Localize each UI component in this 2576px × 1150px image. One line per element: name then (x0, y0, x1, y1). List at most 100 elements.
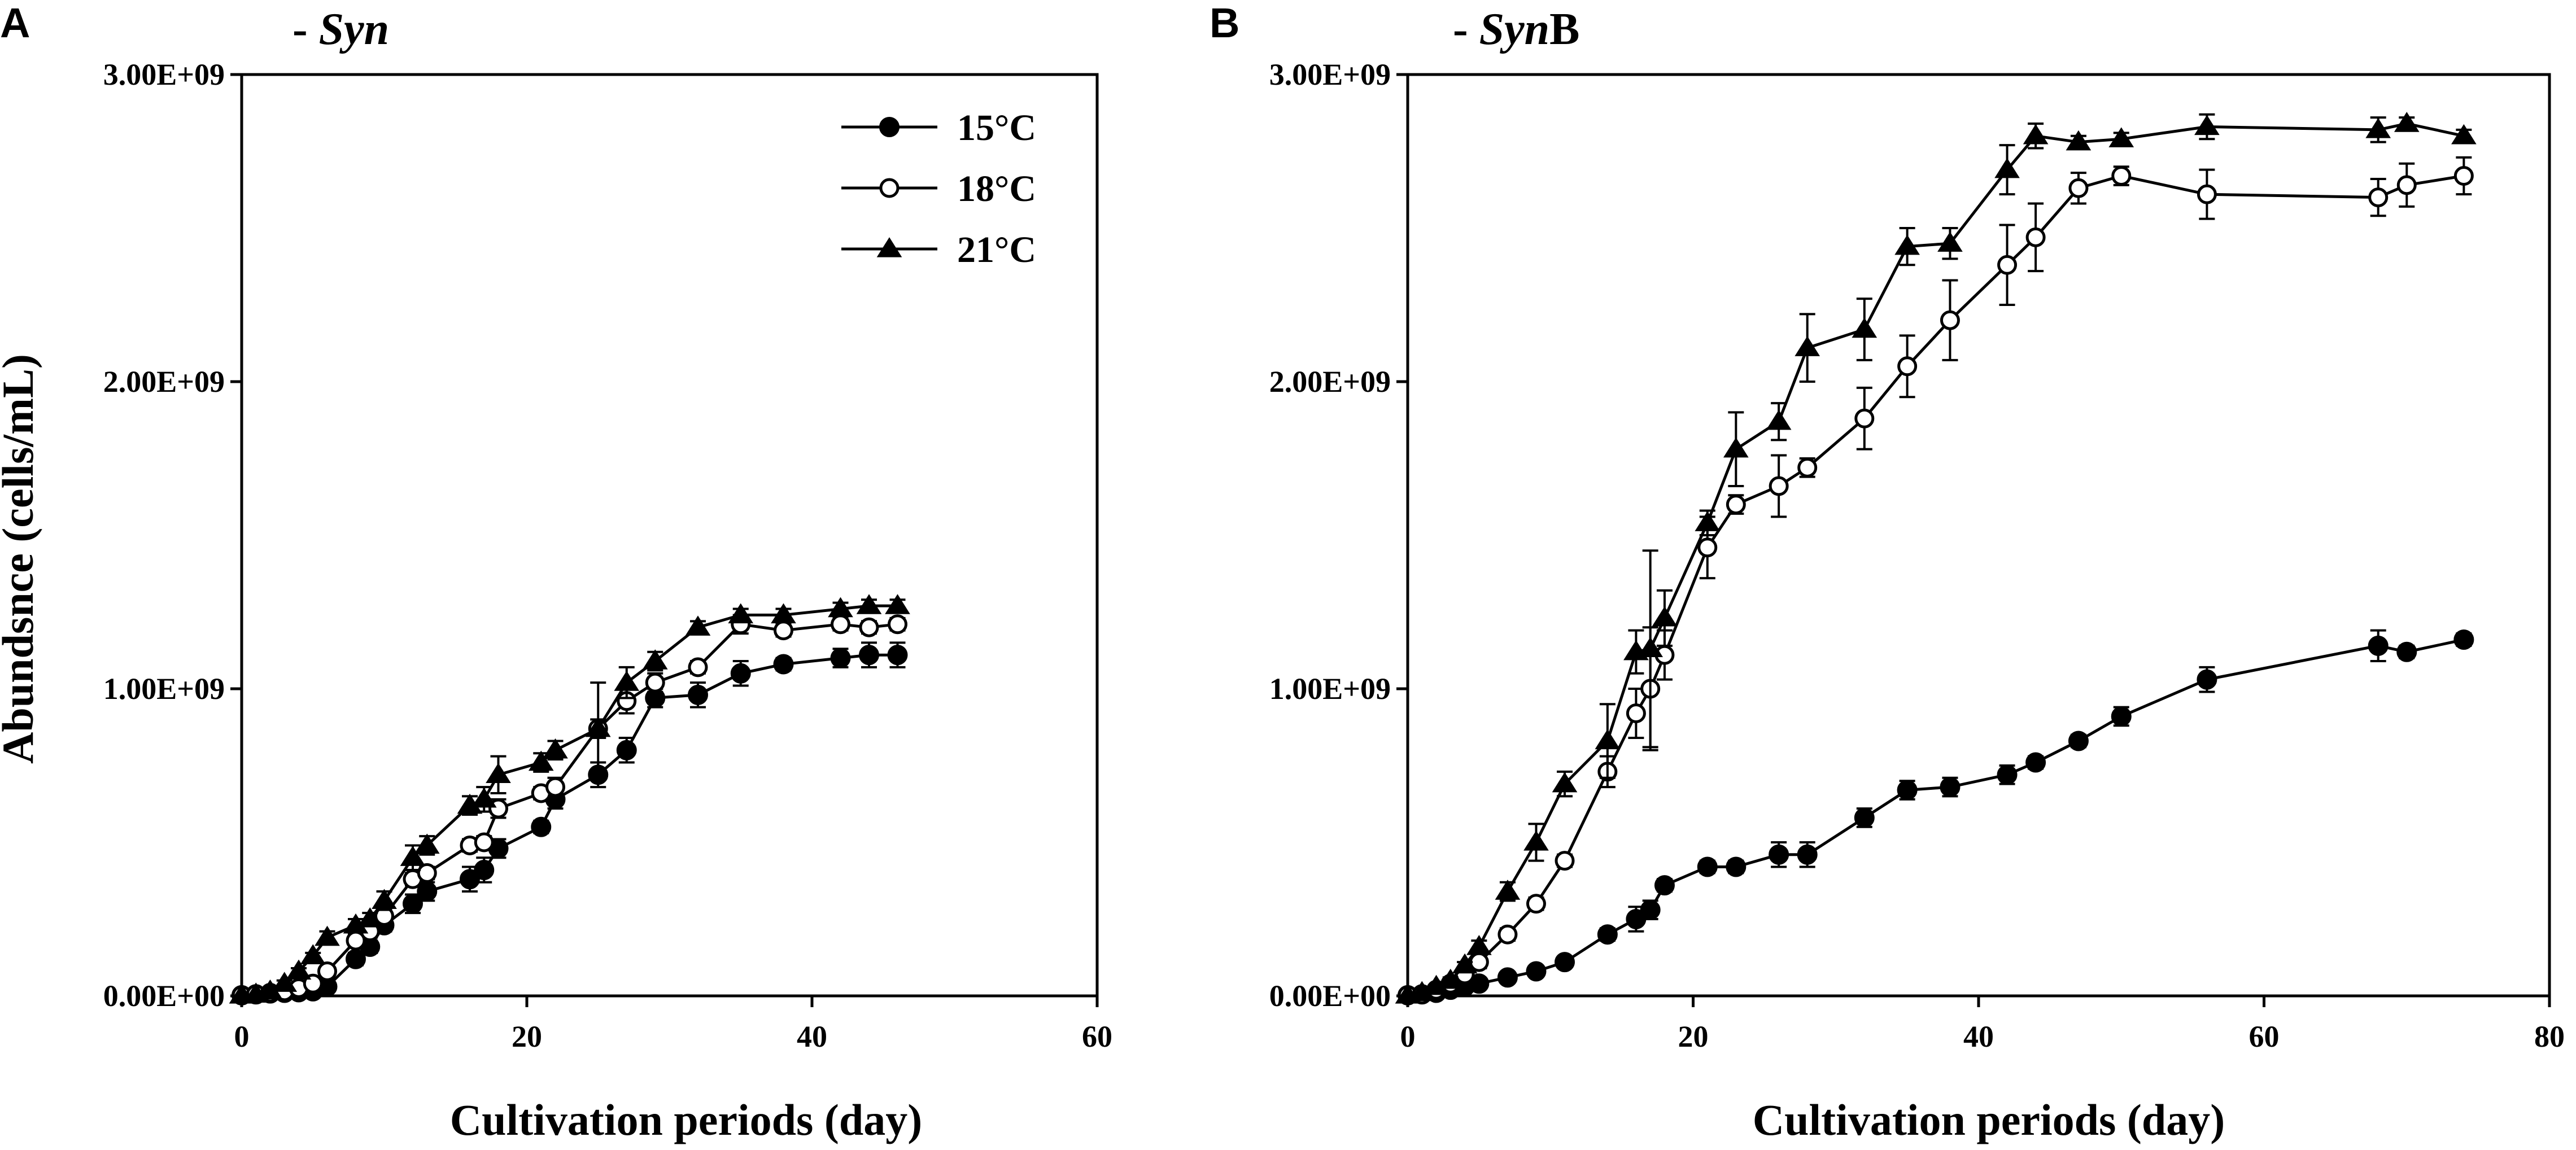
panel-a-x-tick-label: 40 (797, 1020, 827, 1053)
panel-a-data-point-21c (486, 763, 511, 783)
panel-b-data-point-18c (1997, 255, 2018, 275)
panel-b-data-point-21c (1495, 880, 1521, 900)
panel-b-data-point-21c (1994, 158, 2020, 178)
panel-b-data-point-21c (2023, 124, 2049, 145)
panel-a-data-point-15c (688, 684, 708, 705)
panel-a-y-tick-label: 2.00E+09 (103, 365, 225, 399)
panel-a-data-point-18c (688, 657, 708, 677)
panel-b-series-line-21c (1407, 122, 2464, 997)
panel-b-data-point-15c (2197, 669, 2217, 690)
panel-b-data-point-21c (1595, 729, 1621, 750)
panel-b-data-point-18c (2453, 166, 2474, 186)
panel-a-data-point-21c (286, 959, 312, 980)
panel-b-title-prefix: - (1453, 5, 1479, 54)
panel-b-data-point-21c (1652, 606, 1678, 627)
panel-b-data-point-21c (1723, 437, 1749, 458)
panel-a-legend-label: 18°C (957, 168, 1036, 209)
panel-a-legend-item-18c: 18°C (841, 168, 1036, 209)
panel-a-x-axis-title: Cultivation periods (day) (450, 1095, 922, 1144)
panel-a-data-point-18c (859, 617, 879, 637)
panel-b-data-point-18c (2025, 227, 2046, 247)
panel-a-data-point-18c (417, 863, 437, 883)
panel-a-plot-frame (240, 73, 1099, 998)
panel-a-legend-label: 21°C (957, 229, 1036, 270)
panel-b-data-point-18c (2368, 187, 2389, 208)
panel-b-data-point-18c (1897, 356, 1918, 377)
panel-a-data-point-18c (474, 832, 494, 852)
panel-b-data-point-15c (2396, 641, 2417, 662)
panel-a-data-point-21c (856, 594, 882, 614)
panel-b-data-point-18c (1854, 408, 1875, 428)
panel-a-data-point-21c (543, 738, 568, 759)
panel-a-legend: 15°C 18°C 21°C (841, 107, 1036, 270)
panel-b-data-point-15c (1640, 899, 1661, 920)
panel-a-data-point-15c (830, 648, 851, 668)
panel-a-x-tick-label: 60 (1082, 1020, 1112, 1053)
panel-b-data-point-21c (1523, 830, 1549, 851)
panel-b-data-point-15c (1626, 909, 1647, 929)
panel-b-series-21c (1395, 112, 2477, 1004)
panel-b-data-point-18c (1497, 924, 1518, 945)
panel-b-y-tick-label: 2.00E+09 (1269, 365, 1391, 399)
panel-a-data-point-15c (730, 663, 751, 684)
panel-a-title-italic: Syn (319, 5, 390, 54)
panel-b-data-point-18c (1940, 310, 1960, 330)
panel-a-legend-item-15c: 15°C (841, 107, 1036, 148)
panel-b-y-tick-label: 3.00E+09 (1269, 58, 1391, 91)
panel-a-legend-label: 15°C (957, 107, 1036, 148)
panel-a-y-tick-label: 0.00E+00 (103, 979, 225, 1013)
panel-a-data-point-18c (645, 672, 665, 693)
panel-a-data-point-21c (885, 594, 910, 614)
panel-b-y-tick-label: 0.00E+00 (1269, 979, 1391, 1013)
panel-b-data-point-15c (2368, 635, 2389, 656)
panel-a-x-tick-label: 20 (512, 1020, 542, 1053)
panel-b-label: B (1210, 0, 1239, 46)
panel-a-x-ticks: 0 20 40 60 (234, 996, 1112, 1053)
panel-a-y-tick-label: 3.00E+09 (103, 58, 225, 91)
panel-b-data-point-21c (2394, 112, 2420, 132)
panel-a-data-point-15c (403, 893, 423, 914)
panel-a-data-point-15c (773, 654, 794, 675)
panel-a-data-point-21c (372, 889, 397, 909)
panel-a-data-point-21c (414, 833, 440, 854)
panel-a-data-point-21c (272, 972, 298, 992)
panel-b-data-point-21c (1852, 317, 1878, 338)
panel-b-data-point-21c (1438, 968, 1464, 989)
panel-b-data-point-15c (2453, 629, 2474, 650)
panel-b-y-tick-label: 1.00E+09 (1269, 672, 1391, 706)
panel-a-x-tick-label: 0 (234, 1020, 250, 1053)
panel-a-y-ticks: 0.00E+00 1.00E+09 2.00E+09 3.00E+09 (103, 58, 242, 1013)
panel-b-data-point-18c (1526, 894, 1546, 914)
panel-b-data-point-18c (1555, 851, 1575, 871)
panel-a-data-point-21c (728, 603, 754, 624)
panel-b-y-ticks: 0.00E+00 1.00E+09 2.00E+09 3.00E+09 (1269, 58, 1408, 1013)
panel-b-data-point-21c (1766, 409, 1792, 430)
panel-a-data-point-15c (460, 869, 480, 890)
panel-b-x-tick-label: 60 (2249, 1020, 2280, 1053)
panel-b-data-point-15c (2025, 752, 2046, 773)
panel-b-data-point-21c (2108, 127, 2134, 147)
panel-a-data-point-15c (859, 645, 879, 666)
panel-a-data-point-21c (400, 846, 426, 866)
panel-a-title: - Syn (292, 5, 389, 54)
panel-b-data-point-15c (1854, 807, 1875, 828)
panel-b-x-tick-label: 80 (2534, 1020, 2565, 1053)
panel-a-legend-marker-18c (879, 178, 900, 198)
panel-b-data-point-15c (1997, 764, 2018, 785)
panel-a-data-point-21c (300, 944, 326, 964)
panel-a-data-point-21c (357, 907, 383, 928)
panel-a-data-point-15c (474, 859, 495, 880)
panel-b-data-point-18c (2068, 178, 2089, 198)
panel-b-data-point-15c (2111, 706, 2132, 727)
panel-b-data-point-18c (1626, 703, 1646, 724)
panel-a-data-point-21c (585, 716, 611, 737)
panel-b-data-point-15c (1597, 924, 1618, 945)
panel-b-data-point-15c (1797, 844, 1818, 865)
panel-b-data-point-15c (1555, 952, 1575, 973)
panel-b-data-point-21c (2194, 115, 2220, 135)
panel-a-data-point-21c (471, 787, 497, 808)
panel-a-plot-area (229, 594, 910, 1005)
panel-b-data-point-15c (1526, 961, 1547, 982)
